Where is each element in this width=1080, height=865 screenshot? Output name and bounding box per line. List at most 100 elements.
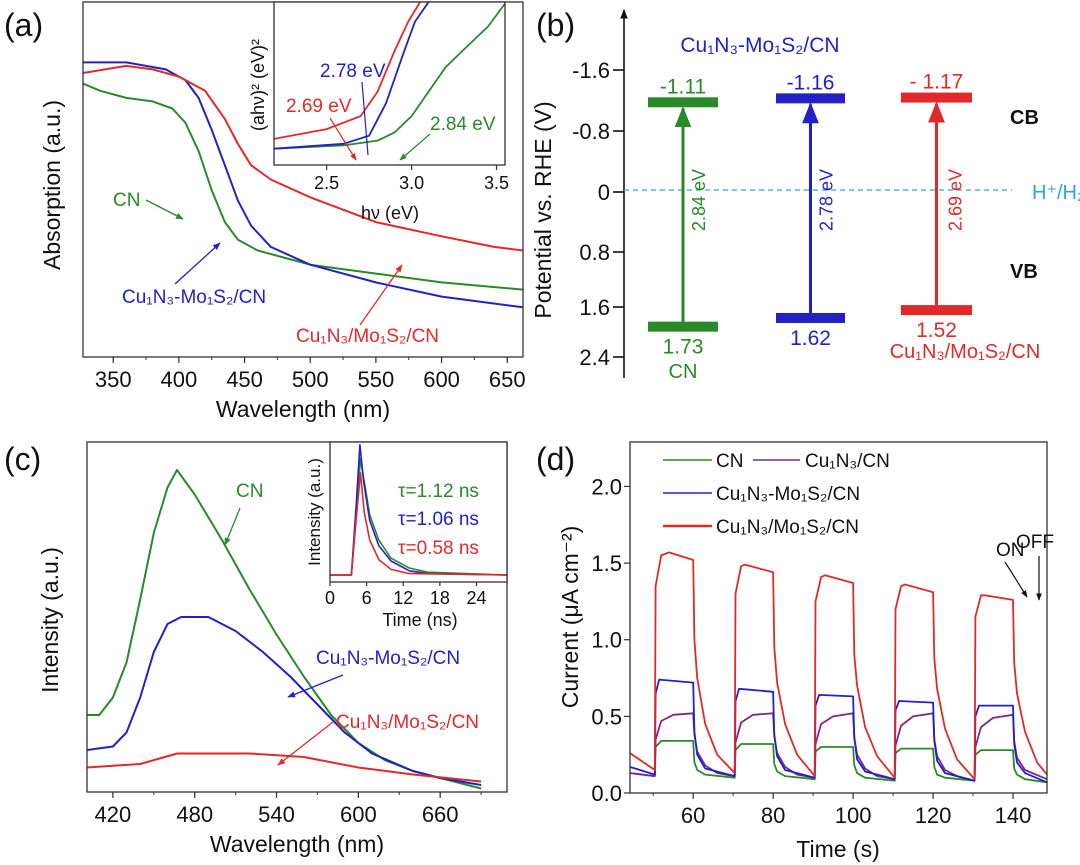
x-axis-label: Wavelength (nm) <box>210 831 384 857</box>
cb-label: CB <box>1010 107 1039 129</box>
plot-frame <box>629 441 1048 794</box>
x-tick-label: 660 <box>422 802 459 827</box>
plot-frame <box>86 441 508 793</box>
y-tick-label: 0.5 <box>591 704 622 729</box>
gap-arrow-cn <box>399 133 431 161</box>
gap-label-separate: 2.69 eV <box>946 169 966 231</box>
y-tick-label: 1.0 <box>591 628 622 653</box>
annotation-arrow-joint <box>287 674 344 698</box>
panel-b-band-diagram: Potential vs. RHE (V) H⁺/H₂ CB VB Cu₁N₃-… <box>530 9 1080 383</box>
plot-layer: 2.5 3.0 3.5 <box>273 1 509 193</box>
gap-label-joint: 2.78 eV <box>817 169 837 231</box>
x-tick-label: 650 <box>489 367 526 392</box>
series-line-cu-n-mo-s-cn <box>330 471 507 576</box>
series-line-cu-n-mo-s-cn <box>274 2 421 140</box>
series-line-cn <box>630 740 1047 784</box>
x-tick-label: 12 <box>393 588 413 608</box>
x-tick-label: 140 <box>995 803 1032 828</box>
x-tick-label: 0 <box>325 588 335 608</box>
sample-name-joint: Cu₁N₃-Mo₁S₂/CN <box>680 34 839 57</box>
y-axis-label: Potential vs. RHE (V) <box>530 101 556 318</box>
x-tick-label: 80 <box>761 803 785 828</box>
vb-value-joint: 1.62 <box>790 327 831 350</box>
y-tick-label: 1.5 <box>591 551 622 576</box>
gap-label-cn: 2.84 eV <box>689 169 709 231</box>
h2-reference-label: H⁺/H₂ <box>1032 182 1080 204</box>
annotation-separate: Cu₁N₃/Mo₁S₂/CN <box>296 326 439 347</box>
vb-bar-separate <box>901 305 972 316</box>
panel-a-inset-tauc: 2.5 3.0 3.5 hν (eV) (ahν)² (eV)² 2.78 eV 2… <box>248 1 509 223</box>
annotation-joint: Cu₁N₃-Mo₁S₂/CN <box>122 287 266 308</box>
cb-bar-joint <box>776 93 845 104</box>
panel-a-absorption: 350 400 450 500 550 600 650 Wavelength (nm) Ab… <box>39 1 526 422</box>
panel-label-b: (b) <box>536 7 575 43</box>
legend: CN Cu₁N₃/CN Cu₁N₃-Mo₁S₂/CN Cu₁N₃/Mo₁S₂/C… <box>663 451 890 538</box>
y-tick-label: -1.6 <box>572 58 610 83</box>
y-tick-label: 2.0 <box>591 474 622 499</box>
x-tick-label: 420 <box>95 802 132 827</box>
panel-label-d: (d) <box>536 441 575 477</box>
x-tick-label: 18 <box>430 588 450 608</box>
x-tick-label: 600 <box>340 802 377 827</box>
y-axis-label: Current (μA cm⁻²) <box>557 526 583 709</box>
gap-arrow-separate <box>329 117 357 161</box>
annotation-cn: CN <box>236 481 263 502</box>
gap-label-joint: 2.78 eV <box>320 61 386 82</box>
vb-value-separate: 1.52 <box>916 319 957 342</box>
vb-bar-joint <box>776 312 845 323</box>
annotation-arrow-joint <box>174 242 221 285</box>
lifetime-joint: τ=1.06 ns <box>398 509 479 530</box>
inset-x-axis-label: hν (eV) <box>361 203 419 223</box>
y-tick-label: 0.8 <box>579 240 610 265</box>
x-tick-label: 6 <box>362 588 372 608</box>
sample-name-cn: CN <box>669 361 698 383</box>
legend-label-cn: CN <box>716 451 743 472</box>
x-axis-label: Time (s) <box>796 836 879 862</box>
series-line-cu-n-mo-s-cn <box>87 616 482 786</box>
x-tick-label: 480 <box>176 802 213 827</box>
y-tick-label: 1.6 <box>579 295 610 320</box>
annotation-arrow-separate <box>359 264 403 326</box>
legend-label-joint: Cu₁N₃-Mo₁S₂/CN <box>716 484 860 505</box>
annotation-arrow-on <box>1004 561 1028 598</box>
cb-value-cn: -1.11 <box>660 75 706 98</box>
panel-label-a: (a) <box>4 7 43 43</box>
x-tick-label: 400 <box>161 367 198 392</box>
annotation-cn: CN <box>113 190 140 211</box>
y-axis-label: Intensity (a.u.) <box>37 547 63 693</box>
cb-value-joint: -1.16 <box>787 71 835 94</box>
lifetime-cn: τ=1.12 ns <box>398 481 479 502</box>
x-tick-label: 120 <box>915 803 952 828</box>
gap-tangent-joint <box>361 81 369 156</box>
x-tick-label: 100 <box>835 803 872 828</box>
cb-bar-separate <box>901 92 972 103</box>
annotation-off: OFF <box>1016 532 1054 553</box>
series-line-cn <box>87 469 482 790</box>
plot-background <box>274 2 505 165</box>
cb-value-separate: - 1.17 <box>910 71 964 94</box>
vb-bar-cn <box>648 321 718 332</box>
gap-label-cn: 2.84 eV <box>430 114 496 135</box>
annotation-on: ON <box>996 540 1025 561</box>
plot-frame <box>273 1 506 166</box>
x-tick-label: 550 <box>358 367 395 392</box>
x-tick-label: 2.5 <box>314 173 339 193</box>
gap-label-separate: 2.69 eV <box>286 96 352 117</box>
x-tick-label: 450 <box>226 367 263 392</box>
series-line-cu-n-mo-s-cn <box>630 678 1047 784</box>
inset-y-axis-label: Intensity (a.u.) <box>305 458 324 566</box>
panel-c-inset-decay: 0 6 12 18 24 Time (ns) Intensity (a.u.) τ=1.… <box>305 441 508 630</box>
annotation-arrow-cn <box>224 507 241 546</box>
plot-layer: 0 6 12 18 24 <box>325 441 508 608</box>
series-line-cn <box>83 82 523 291</box>
series-line-cu-n-mo-s-cn <box>83 61 523 309</box>
plot-layer: 60 80 100 120 140 0.0 0.5 1.0 1.5 2.0 <box>591 441 1048 828</box>
x-axis-label: Wavelength (nm) <box>216 396 390 422</box>
plot-layer: 350 400 450 500 550 600 650 <box>82 1 526 392</box>
y-tick-label: -0.8 <box>572 119 610 144</box>
legend-label-separate: Cu₁N₃/Mo₁S₂/CN <box>716 517 859 538</box>
series-line-cn <box>274 3 505 150</box>
legend-label-cu-n3-cn: Cu₁N₃/CN <box>805 451 890 472</box>
series-line-cu-n-mo-s-cn <box>87 752 482 783</box>
